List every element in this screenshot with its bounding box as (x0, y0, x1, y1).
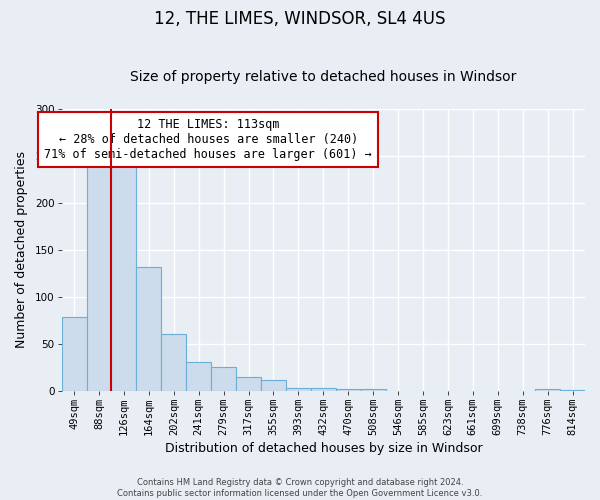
Y-axis label: Number of detached properties: Number of detached properties (15, 152, 28, 348)
Bar (261, 380, 286, 390)
Bar (186, 362, 211, 390)
Text: 12 THE LIMES: 113sqm
← 28% of detached houses are smaller (240)
71% of semi-deta: 12 THE LIMES: 113sqm ← 28% of detached h… (44, 118, 372, 160)
Bar (336, 388, 361, 390)
Bar (361, 388, 386, 390)
Bar (136, 267, 161, 390)
Bar (86, 156, 112, 390)
Text: 12, THE LIMES, WINDSOR, SL4 4US: 12, THE LIMES, WINDSOR, SL4 4US (154, 10, 446, 28)
Bar (535, 388, 560, 390)
Bar (311, 388, 336, 390)
Bar (286, 388, 311, 390)
Text: Contains HM Land Registry data © Crown copyright and database right 2024.
Contai: Contains HM Land Registry data © Crown c… (118, 478, 482, 498)
Bar (161, 334, 186, 390)
Bar (236, 378, 261, 390)
Bar (112, 161, 136, 390)
Title: Size of property relative to detached houses in Windsor: Size of property relative to detached ho… (130, 70, 517, 85)
X-axis label: Distribution of detached houses by size in Windsor: Distribution of detached houses by size … (164, 442, 482, 455)
Bar (62, 316, 86, 390)
Bar (211, 367, 236, 390)
